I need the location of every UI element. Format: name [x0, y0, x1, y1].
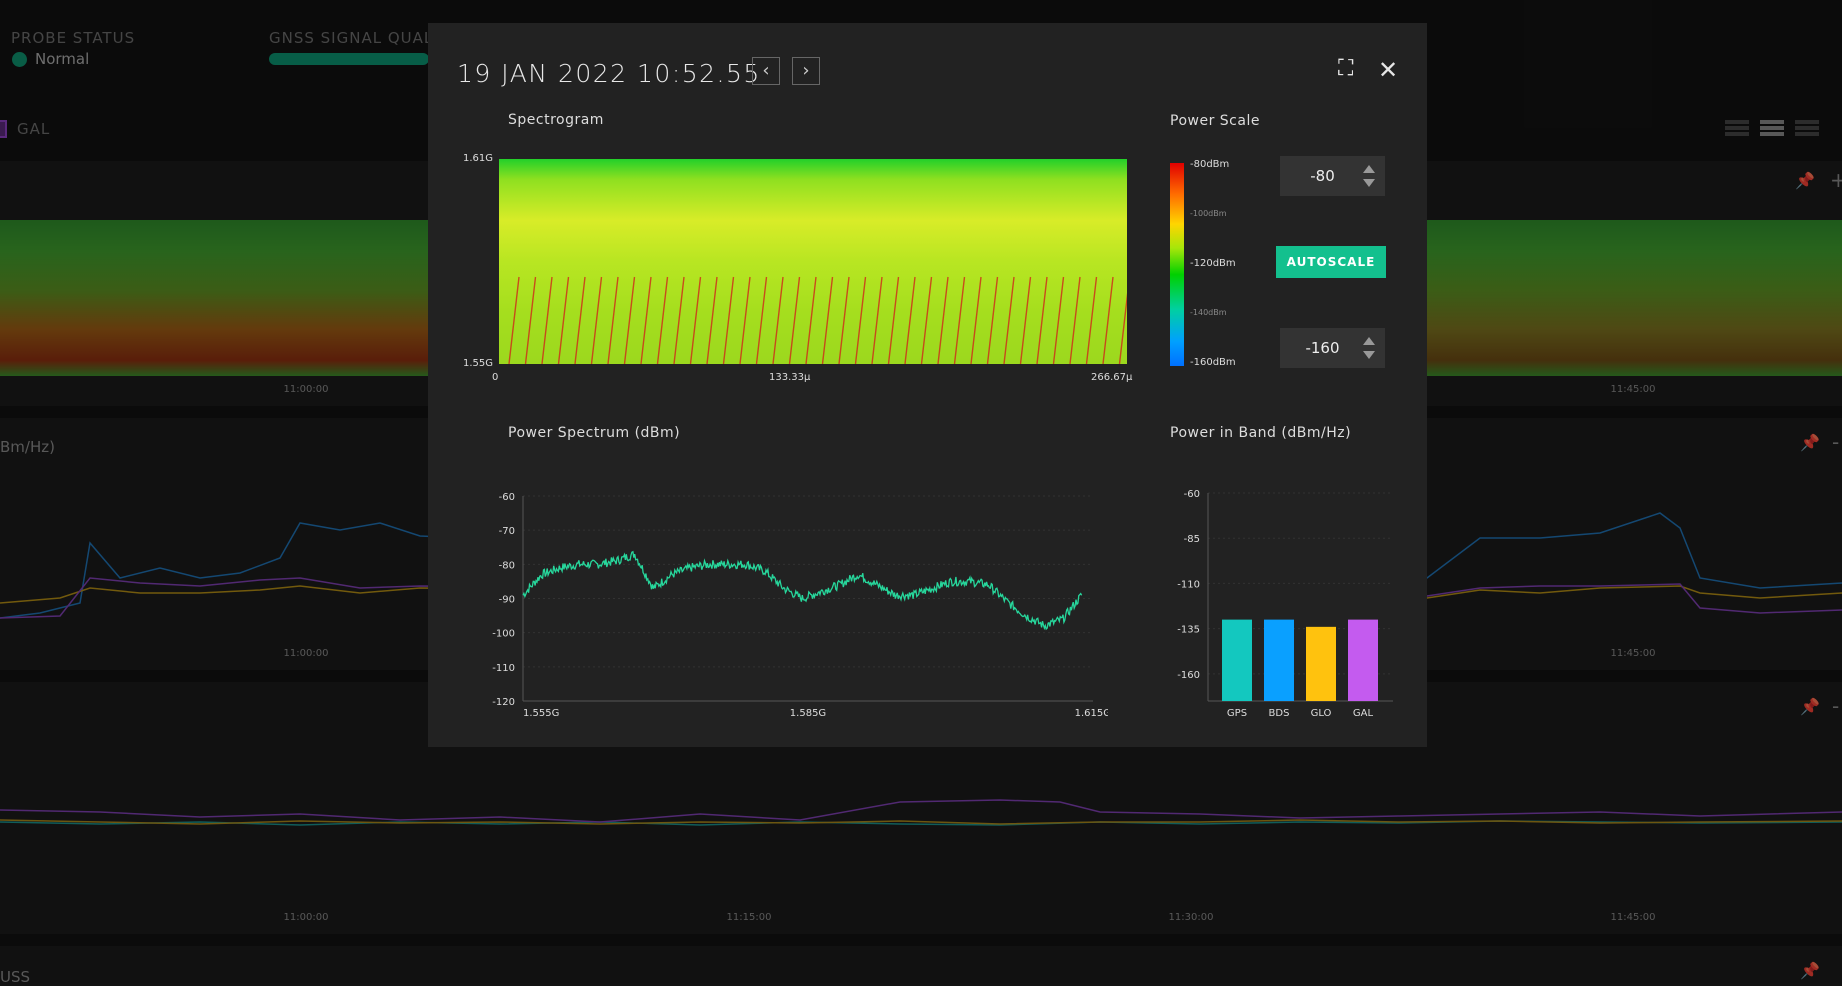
power-spectrum-title: Power Spectrum (dBm)	[508, 425, 680, 441]
spectrum-y-tick: -110	[492, 663, 515, 674]
spectrum-detail-modal: 19 JAN 2022 10:52.55 ‹ › ⛶ ✕ Spectrogram…	[428, 23, 1427, 747]
spectrum-y-tick: -80	[499, 560, 515, 571]
power-in-band-chart: -60 -85 -110 -135 -160 GPS BDS GLO GAL	[1168, 463, 1398, 723]
spectrogram-image	[499, 159, 1127, 364]
chevron-left-icon: ‹	[762, 60, 769, 81]
power-scale-label: -120dBm	[1190, 258, 1236, 269]
spectrogram-x-tick: 0	[492, 372, 498, 383]
spin-up-icon[interactable]	[1363, 165, 1375, 173]
band-bar-gps	[1222, 620, 1252, 701]
power-max-stepper[interactable]: -80	[1280, 156, 1385, 196]
spectrogram-x-tick: 266.67μ	[1091, 372, 1132, 383]
fullscreen-icon[interactable]: ⛶	[1338, 56, 1353, 81]
prev-button[interactable]: ‹	[752, 57, 780, 85]
band-bar-gal	[1348, 620, 1378, 701]
spectrum-x-tick: 1.615G	[1075, 708, 1108, 719]
power-colorbar	[1170, 163, 1184, 366]
chevron-right-icon: ›	[802, 60, 809, 81]
spectrogram-y-bottom: 1.55G	[463, 358, 493, 369]
spin-down-icon[interactable]	[1363, 351, 1375, 359]
close-icon[interactable]: ✕	[1378, 56, 1398, 84]
autoscale-button[interactable]: AUTOSCALE	[1276, 246, 1386, 278]
spectrum-series-line	[523, 552, 1082, 629]
power-scale-title: Power Scale	[1170, 113, 1260, 129]
band-x-tick: GAL	[1353, 708, 1374, 719]
spectrogram-y-top: 1.61G	[463, 153, 493, 164]
spectrum-y-tick: -120	[492, 697, 515, 708]
modal-title: 19 JAN 2022 10:52.55	[457, 59, 761, 88]
power-max-value: -80	[1280, 167, 1365, 185]
spectrogram-x-tick: 133.33μ	[769, 372, 810, 383]
power-in-band-title: Power in Band (dBm/Hz)	[1170, 425, 1351, 441]
power-scale-label: -140dBm	[1190, 308, 1227, 317]
band-y-tick: -110	[1177, 579, 1200, 590]
band-y-tick: -160	[1177, 670, 1200, 681]
band-x-tick: GPS	[1227, 708, 1247, 719]
power-scale-label: -100dBm	[1190, 209, 1227, 218]
spectrum-y-tick: -60	[499, 492, 515, 503]
spectrum-x-tick: 1.585G	[790, 708, 826, 719]
spectrum-y-tick: -90	[499, 595, 515, 606]
band-bar-glo	[1306, 627, 1336, 701]
band-y-tick: -85	[1184, 534, 1200, 545]
band-y-tick: -135	[1177, 625, 1200, 636]
band-x-tick: GLO	[1311, 708, 1332, 719]
band-x-tick: BDS	[1269, 708, 1290, 719]
spin-down-icon[interactable]	[1363, 179, 1375, 187]
spectrum-y-tick: -100	[492, 629, 515, 640]
spectrogram-title: Spectrogram	[508, 112, 604, 128]
next-button[interactable]: ›	[792, 57, 820, 85]
power-min-stepper[interactable]: -160	[1280, 328, 1385, 368]
power-min-value: -160	[1280, 339, 1365, 357]
power-scale-label: -160dBm	[1190, 357, 1236, 368]
power-scale-label: -80dBm	[1190, 159, 1229, 170]
power-spectrum-chart: -60 -70 -80 -90 -100 -110 -120 1.555G 1.585G 1.61…	[468, 463, 1108, 723]
spin-up-icon[interactable]	[1363, 337, 1375, 345]
spectrum-y-tick: -70	[499, 526, 515, 537]
band-bar-bds	[1264, 620, 1294, 701]
band-y-tick: -60	[1184, 489, 1200, 500]
spectrum-x-tick: 1.555G	[523, 708, 559, 719]
